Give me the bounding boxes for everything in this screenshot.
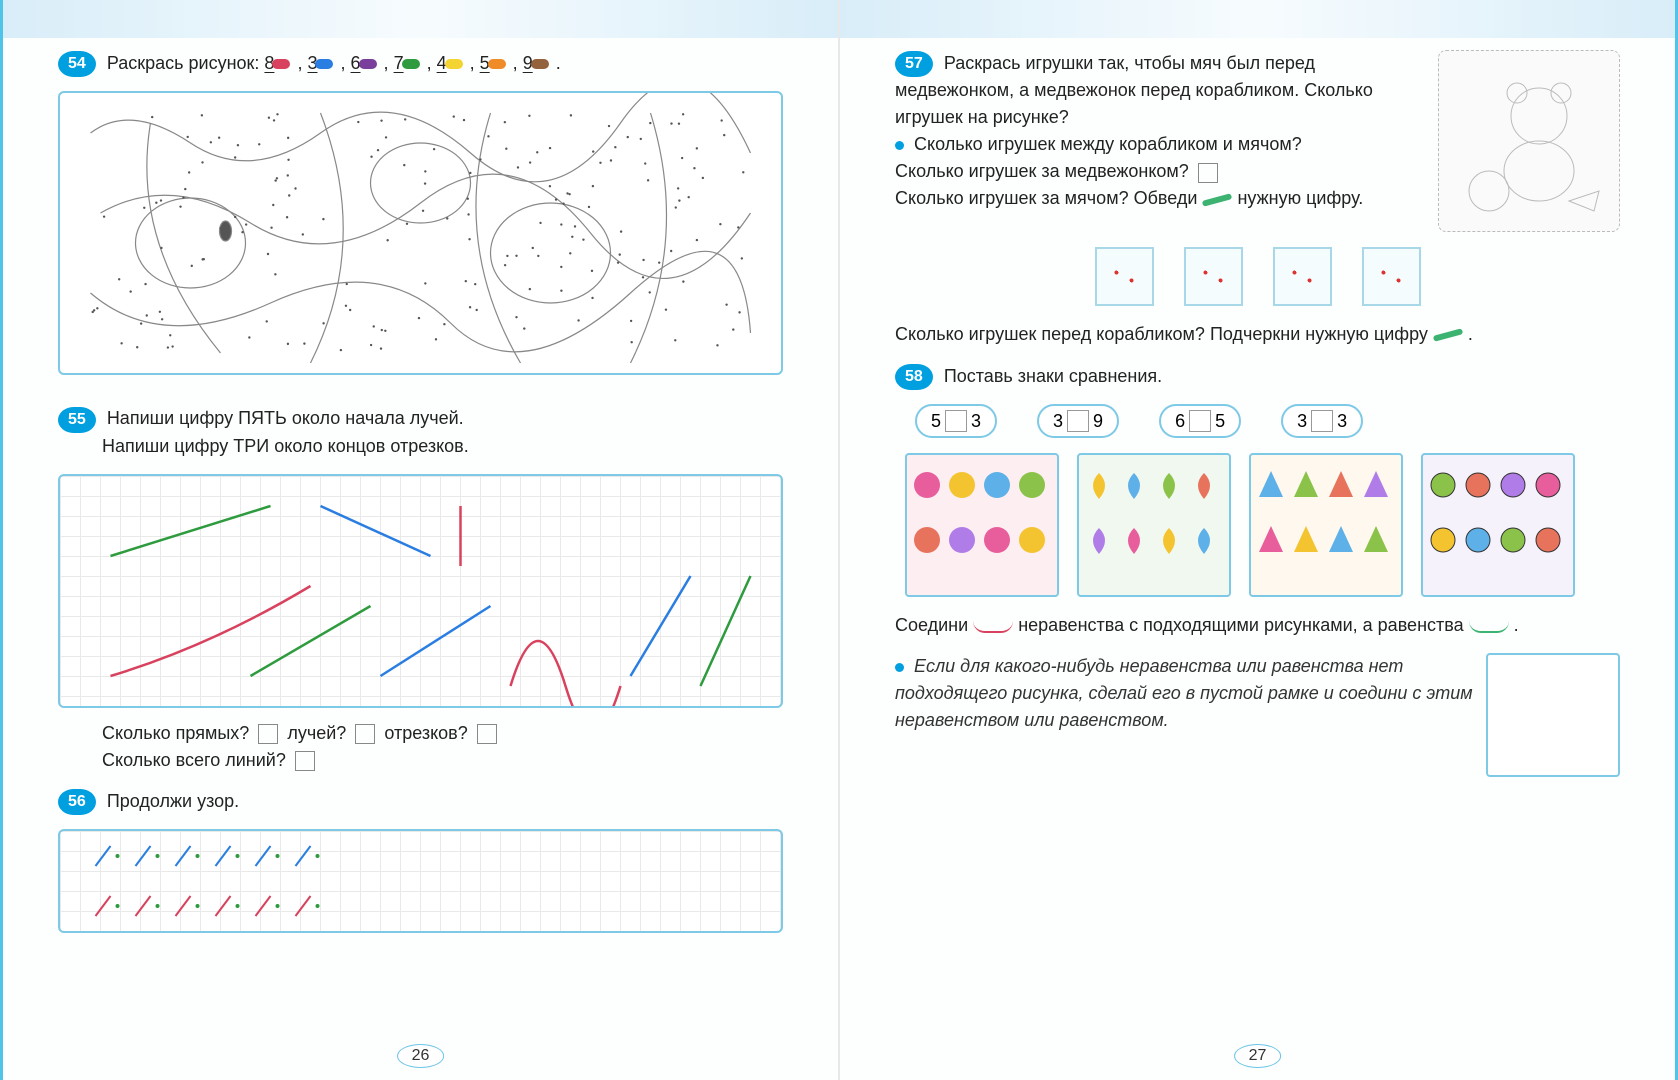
answer-box-lines[interactable]: [258, 724, 278, 744]
answer-box-rays[interactable]: [355, 724, 375, 744]
task-num-54: 54: [58, 51, 96, 77]
digit-card-4[interactable]: [1362, 247, 1421, 306]
compare-box[interactable]: [1067, 410, 1089, 432]
task-54: 54 Раскрась рисунок: 8 , 3 , 6 , 7 , 4 ,…: [58, 50, 783, 77]
ex57-blank: .: [1468, 324, 1473, 344]
ex57-text3: Сколько игрушек за мячом? Обведи: [895, 188, 1197, 208]
task-num-57: 57: [895, 51, 933, 77]
task-57: 57 Раскрась игрушки так, чтобы мяч был п…: [895, 50, 1620, 212]
page-num-left: 26: [397, 1044, 445, 1068]
task-55-line2: Напиши цифру ТРИ около концов отрезков.: [102, 436, 469, 456]
page-left: 54 Раскрась рисунок: 8 , 3 , 6 , 7 , 4 ,…: [0, 0, 840, 1080]
toys-outline: [1438, 50, 1620, 232]
brush-icon: [1202, 193, 1233, 207]
arc-red-icon: [973, 621, 1013, 633]
compare-box[interactable]: [945, 410, 967, 432]
digit-card-3[interactable]: [1273, 247, 1332, 306]
ex57-text3b: нужную цифру.: [1237, 188, 1363, 208]
task-54-label: Раскрась рисунок:: [107, 53, 260, 73]
q-lines: Сколько прямых?: [102, 723, 249, 743]
picture-card: [1249, 453, 1403, 597]
task-58: 58 Поставь знаки сравнения.: [895, 363, 1620, 390]
compare-box[interactable]: [1311, 410, 1333, 432]
lines-grid: [58, 474, 783, 708]
pictures-row: [905, 453, 1620, 597]
book-spread: 54 Раскрась рисунок: 8 , 3 , 6 , 7 , 4 ,…: [0, 0, 1678, 1080]
task-58-label: Поставь знаки сравнения.: [944, 366, 1162, 386]
compare-pill: 53: [915, 404, 997, 438]
ex57-text2a: Сколько игрушек между корабликом и мячом…: [914, 134, 1302, 154]
ex57-text4-row: Сколько игрушек перед корабликом? Подчер…: [895, 321, 1620, 348]
q-rays: лучей?: [287, 723, 346, 743]
connect1c: .: [1514, 615, 1519, 635]
bullet-text: Если для какого-нибудь неравенства или р…: [895, 656, 1473, 730]
answer-box-segments[interactable]: [477, 724, 497, 744]
page-right: 57 Раскрась игрушки так, чтобы мяч был п…: [840, 0, 1678, 1080]
task-55: 55 Напиши цифру ПЯТЬ около начала лучей.…: [58, 405, 783, 459]
task-55-line1: Напиши цифру ПЯТЬ около начала лучей.: [107, 408, 464, 428]
compare-pill: 39: [1037, 404, 1119, 438]
connect-text: Соедини неравенства с подходящими рисунк…: [895, 612, 1620, 639]
digit-card-2[interactable]: [1184, 247, 1243, 306]
picture-card: [905, 453, 1059, 597]
digit-card-1[interactable]: [1095, 247, 1154, 306]
bullet-icon: [895, 141, 904, 150]
compare-pill: 65: [1159, 404, 1241, 438]
empty-picture-card[interactable]: [1486, 653, 1620, 777]
answer-box-bear[interactable]: [1198, 163, 1218, 183]
answer-box-total[interactable]: [295, 751, 315, 771]
color-key: 8 , 3 , 6 , 7 , 4 , 5 , 9 .: [264, 50, 560, 77]
arc-green-icon: [1469, 621, 1509, 633]
page-num-right: 27: [1234, 1044, 1282, 1068]
digit-cards: [895, 247, 1620, 306]
connect1b: неравенства с подходящими рисунками, а р…: [1018, 615, 1463, 635]
task-num-56: 56: [58, 789, 96, 815]
ex57-text4: Сколько игрушек перед корабликом? Подчер…: [895, 324, 1428, 344]
q-segments: отрезков?: [384, 723, 467, 743]
bullet-task: Если для какого-нибудь неравенства или р…: [895, 653, 1620, 734]
task-num-58: 58: [895, 364, 933, 390]
brush-icon-2: [1433, 328, 1464, 342]
compare-row: 53 39 65 33: [915, 404, 1620, 438]
task-56-label: Продолжи узор.: [107, 791, 239, 811]
picture-card: [1077, 453, 1231, 597]
ex57-text1: Раскрась игрушки так, чтобы мяч был пере…: [895, 53, 1373, 127]
task-56: 56 Продолжи узор.: [58, 788, 783, 815]
ex57-text2b: Сколько игрушек за медвежонком?: [895, 161, 1189, 181]
connect1a: Соедини: [895, 615, 968, 635]
q-total: Сколько всего линий?: [102, 750, 286, 770]
bullet-icon-2: [895, 663, 904, 672]
pattern-grid: [58, 829, 783, 933]
compare-pill: 33: [1281, 404, 1363, 438]
task-num-55: 55: [58, 407, 96, 433]
compare-box[interactable]: [1189, 410, 1211, 432]
picture-card: [1421, 453, 1575, 597]
coloring-drawing: [58, 91, 783, 375]
task-55-questions: Сколько прямых? лучей? отрезков? Сколько…: [102, 720, 783, 774]
